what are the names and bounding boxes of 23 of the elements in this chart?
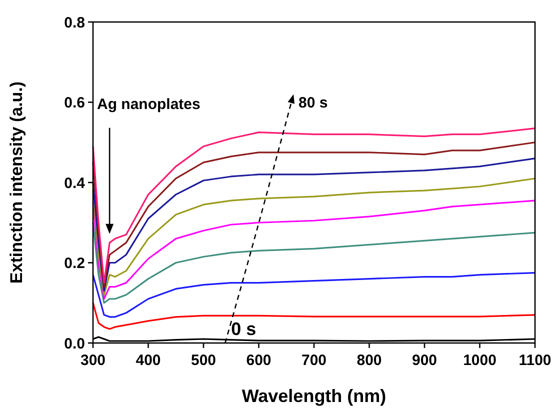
x-tick-label: 600: [246, 352, 272, 369]
annotation: Ag nanoplates: [97, 96, 200, 113]
y-tick-label: 0.2: [64, 255, 85, 272]
x-axis-title: Wavelength (nm): [242, 386, 386, 406]
x-tick-label: 900: [412, 352, 438, 369]
line-series: [92, 222, 536, 304]
x-tick-label: 1000: [463, 352, 496, 369]
x-tick-label: 700: [301, 352, 327, 369]
annotation: 80 s: [298, 94, 328, 112]
annotation: 0 s: [231, 318, 256, 339]
line-series: [92, 178, 536, 296]
y-tick-label: 0.8: [64, 14, 85, 32]
x-tick-label: 800: [356, 352, 382, 369]
y-tick-label: 0.6: [64, 94, 85, 112]
x-tick-label: 500: [190, 352, 216, 369]
x-tick-label: 400: [136, 352, 161, 369]
y-tick-label: 0.0: [64, 335, 85, 352]
line-series: [92, 272, 536, 318]
line-series: [92, 200, 536, 300]
y-axis-title: Extinction intensity (a.u.): [7, 81, 26, 284]
y-tick-label: 0.4: [64, 174, 86, 192]
x-tick-label: 300: [80, 352, 106, 369]
x-tick-label: 1100: [518, 352, 552, 369]
